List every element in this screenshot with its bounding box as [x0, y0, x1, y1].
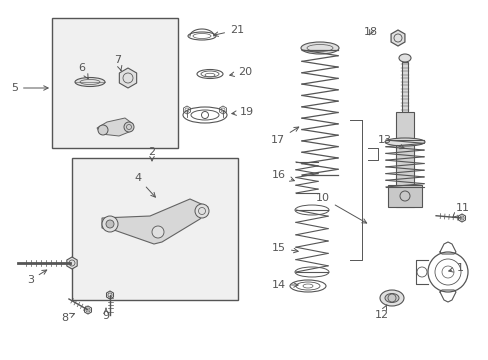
Text: 13: 13 [377, 135, 404, 149]
Ellipse shape [398, 54, 410, 62]
Bar [395, 112, 413, 207]
Bar [52, 18, 178, 148]
Text: 15: 15 [271, 243, 298, 253]
Text: 8: 8 [61, 313, 74, 323]
Circle shape [152, 226, 163, 238]
Text: 9: 9 [102, 308, 109, 321]
Text: 5: 5 [11, 83, 48, 93]
Text: 16: 16 [271, 170, 294, 181]
Ellipse shape [384, 138, 424, 146]
Text: 17: 17 [270, 127, 298, 145]
Polygon shape [102, 199, 207, 244]
Text: 4: 4 [134, 173, 155, 197]
Ellipse shape [301, 42, 338, 54]
Text: 7: 7 [114, 55, 122, 71]
Polygon shape [67, 257, 77, 269]
Ellipse shape [384, 293, 398, 302]
Text: 18: 18 [363, 27, 377, 37]
Polygon shape [390, 30, 404, 46]
Text: 1: 1 [448, 263, 463, 273]
Text: 2: 2 [148, 147, 155, 161]
Circle shape [102, 216, 118, 232]
Bar [401, 62, 407, 112]
Text: 21: 21 [213, 25, 244, 36]
Ellipse shape [75, 77, 105, 86]
Circle shape [124, 122, 134, 132]
Bar [387, 185, 421, 207]
Text: 6: 6 [79, 63, 88, 79]
Bar [72, 158, 238, 300]
Text: 14: 14 [271, 280, 298, 290]
Circle shape [98, 125, 108, 135]
Text: 3: 3 [27, 270, 47, 285]
Text: 10: 10 [315, 193, 366, 223]
Circle shape [106, 220, 114, 228]
Polygon shape [97, 118, 133, 136]
Text: 20: 20 [229, 67, 252, 77]
Circle shape [195, 204, 208, 218]
Text: 19: 19 [231, 107, 254, 117]
Text: 11: 11 [451, 203, 469, 218]
Polygon shape [119, 68, 136, 88]
Ellipse shape [379, 290, 403, 306]
Text: 12: 12 [374, 305, 388, 320]
